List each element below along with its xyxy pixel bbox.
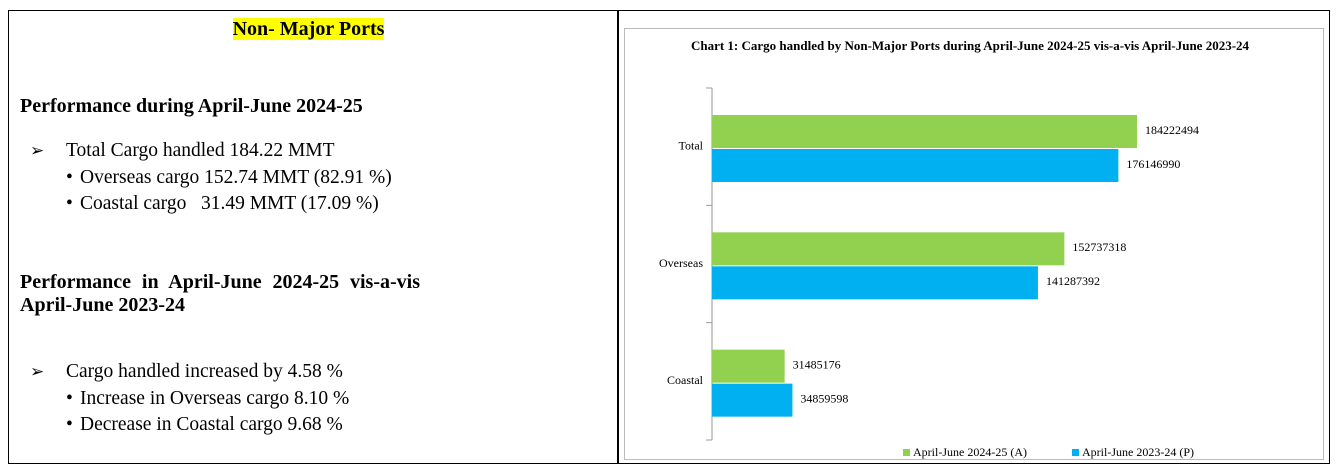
legend-swatch xyxy=(903,449,910,456)
category-label: Coastal xyxy=(667,373,704,387)
data-label: 176146990 xyxy=(1126,157,1180,171)
data-label: 152737318 xyxy=(1072,240,1126,254)
sub-item: Coastal cargo 31.49 MMT (17.09 %) xyxy=(66,193,379,215)
category-label: Overseas xyxy=(659,256,703,270)
data-label: 184222494 xyxy=(1145,123,1199,137)
data-label: 141287392 xyxy=(1046,274,1100,288)
heading: Performance during April-June 2024-25 xyxy=(20,95,363,117)
sub-item: Increase in Overseas cargo 8.10 % xyxy=(66,388,349,410)
category-label: Total xyxy=(679,138,704,152)
data-label: 31485176 xyxy=(793,357,841,371)
chart-title: Chart 1: Cargo handled by Non-Major Port… xyxy=(690,38,1250,53)
bullet-item: Total Cargo handled 184.22 MMT xyxy=(30,140,335,162)
bullet-item: Cargo handled increased by 4.58 % xyxy=(30,361,343,383)
bar xyxy=(712,383,793,417)
bar xyxy=(712,115,1137,148)
heading: Performance in April-June 2024-25 vis-a-… xyxy=(20,271,420,316)
data-label: 34859598 xyxy=(800,391,848,405)
bar xyxy=(712,232,1065,266)
sub-item: Decrease in Coastal cargo 9.68 % xyxy=(66,414,343,436)
bar xyxy=(712,149,1119,182)
cell-divider xyxy=(617,10,619,464)
title-text: Non- Major Ports xyxy=(232,18,385,40)
chart-frame xyxy=(624,28,1324,460)
legend-label: April-June 2024-25 (A) xyxy=(913,445,1027,459)
section-title: Non- Major Ports xyxy=(0,18,617,41)
table-border xyxy=(8,10,1330,464)
legend-swatch xyxy=(1072,449,1079,456)
bar xyxy=(712,266,1038,300)
bar xyxy=(712,349,785,383)
legend-label: April-June 2023-24 (P) xyxy=(1082,445,1194,459)
sub-item: Overseas cargo 152.74 MMT (82.91 %) xyxy=(66,167,392,189)
